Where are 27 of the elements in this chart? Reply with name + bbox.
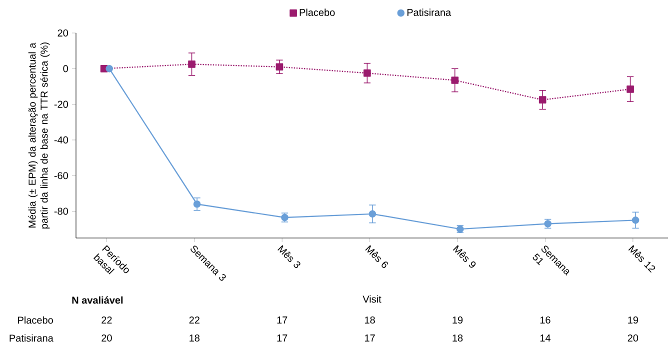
- text: 14: [540, 334, 550, 342]
- y-tick-label: -40: [54, 136, 68, 144]
- text: 22: [189, 316, 200, 324]
- text: 18: [452, 334, 463, 342]
- text: 16: [540, 316, 550, 324]
- text: 18: [365, 316, 375, 324]
- legend-label: Placebo: [300, 8, 335, 16]
- y-axis-title: Média (± EPM) da alteração percentual a partir da linha de base na TTR sérica (%): [28, 42, 50, 228]
- text: 17: [277, 316, 288, 324]
- text: 20: [102, 334, 112, 342]
- y-tick-label: 0: [63, 65, 68, 72]
- text: N avaliável: [72, 296, 123, 304]
- text: 20: [628, 334, 638, 342]
- text: 17: [365, 334, 375, 342]
- x-axis-title: Visit: [362, 295, 382, 303]
- y-tick-label: -20: [54, 100, 68, 108]
- text: 22: [102, 316, 112, 324]
- text: 18: [190, 334, 200, 342]
- text: 19: [628, 316, 638, 324]
- text: Patisirana: [10, 334, 54, 342]
- y-tick-label: -60: [54, 172, 68, 180]
- y-tick-label: 20: [58, 29, 68, 37]
- text: Placebo: [18, 316, 53, 324]
- text: 17: [277, 334, 288, 342]
- y-tick-label: -80: [54, 208, 68, 215]
- text: 19: [452, 316, 463, 324]
- legend-label: Patisirana: [407, 8, 452, 16]
